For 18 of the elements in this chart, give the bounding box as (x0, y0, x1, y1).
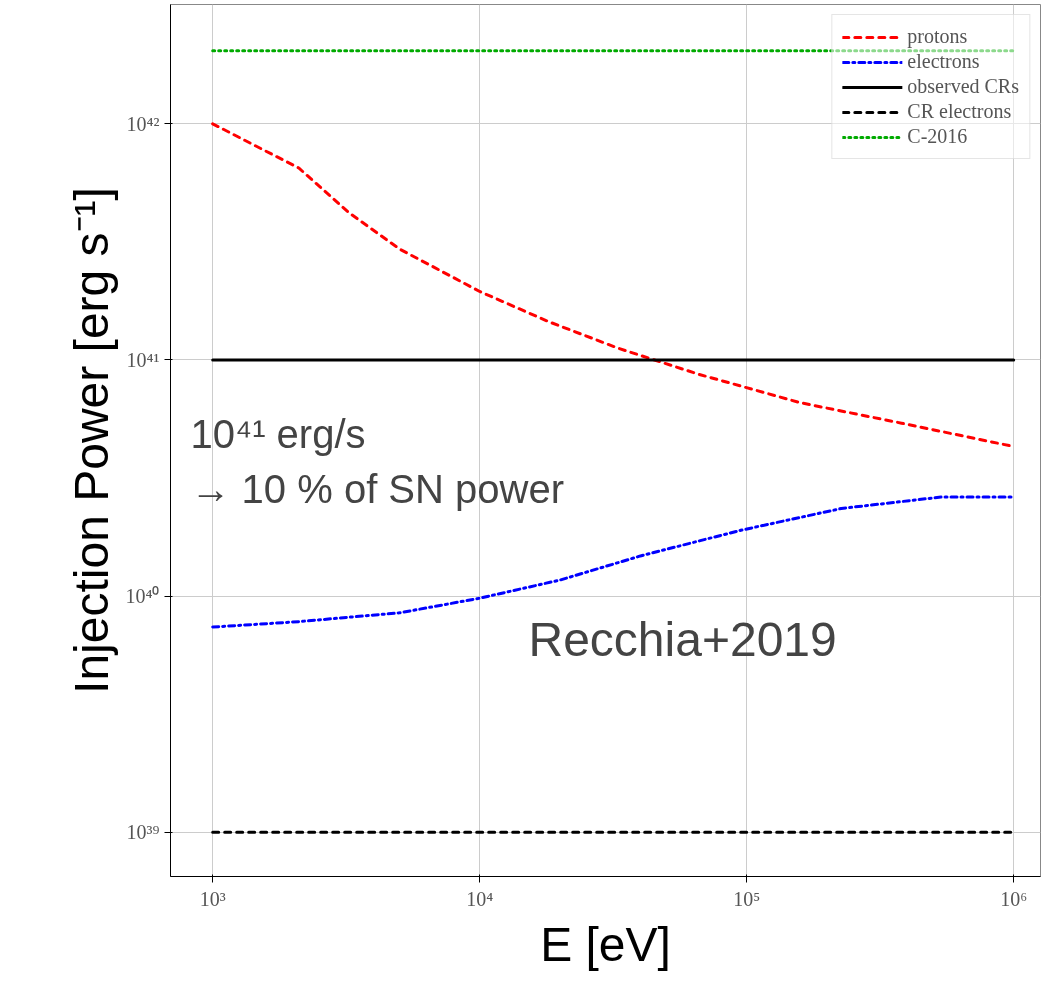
y-tick-label: 10⁴² (126, 112, 160, 135)
y-tick-label: 10⁴⁰ (125, 585, 160, 608)
annotation: → 10 % of SN power (190, 466, 564, 511)
x-tick-label: 10³ (199, 887, 226, 910)
annotation: Recchia+2019 (528, 612, 837, 666)
y-tick-label: 10⁴¹ (126, 348, 160, 371)
y-axis-title: Injection Power [erg s⁻¹] (64, 187, 118, 694)
legend-label: protons (907, 25, 968, 48)
x-axis-title: E [eV] (540, 917, 671, 971)
legend-label: electrons (907, 50, 980, 73)
x-tick-label: 10⁵ (733, 887, 761, 910)
x-tick-label: 10⁶ (1000, 887, 1028, 910)
legend-label: observed CRs (907, 75, 1019, 98)
legend-label: CR electrons (907, 100, 1012, 123)
legend-label: C-2016 (907, 125, 968, 148)
annotation: 10⁴¹ erg/s (190, 411, 366, 456)
y-tick-label: 10³⁹ (126, 821, 160, 844)
x-tick-label: 10⁴ (466, 887, 494, 910)
